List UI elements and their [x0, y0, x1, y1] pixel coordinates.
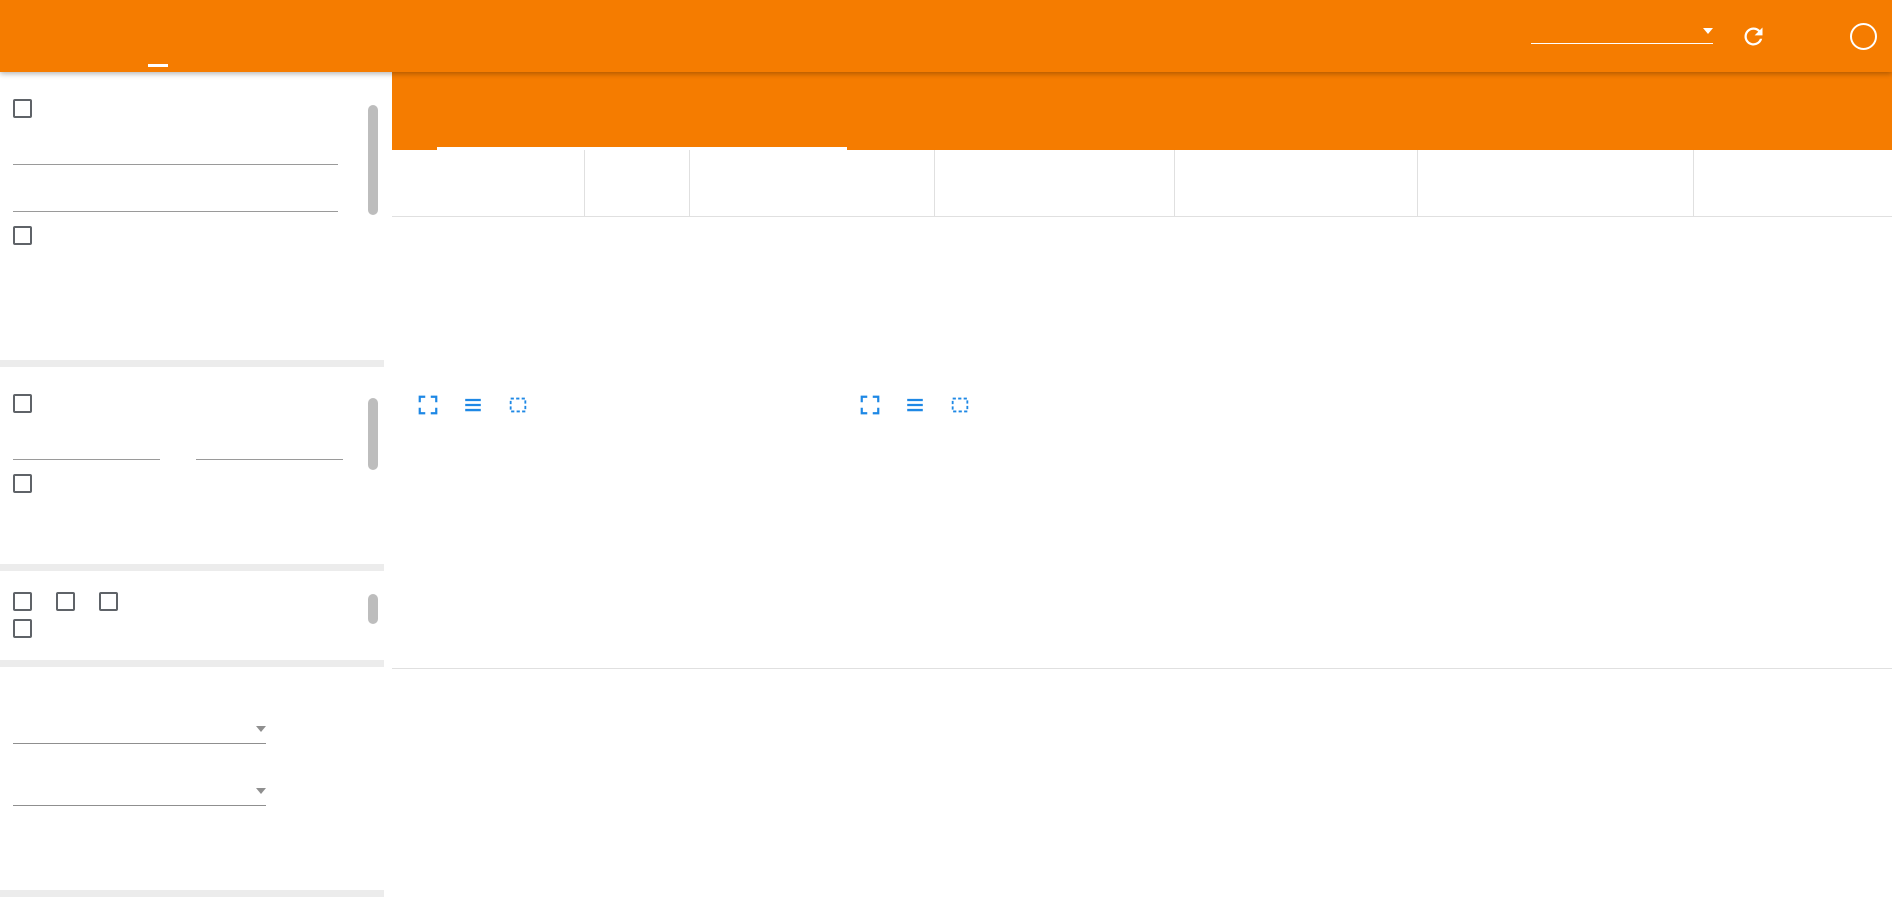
metrics-scrollbar[interactable] — [365, 370, 381, 561]
column-header-show-metrics[interactable] — [584, 150, 689, 216]
batch-size-checkbox[interactable] — [13, 99, 32, 118]
hyperparameters-panel — [0, 72, 384, 360]
time-total-chart — [842, 229, 1278, 417]
column-header-address[interactable] — [1417, 150, 1693, 216]
status-failure[interactable] — [99, 592, 127, 611]
training-iteration-max-input[interactable] — [196, 428, 343, 460]
horizontal-lines-icon[interactable] — [461, 393, 485, 417]
batch-size-max-input[interactable] — [13, 180, 338, 212]
batch-size-min-input[interactable] — [13, 133, 338, 165]
tab-parallel-coordinates-view[interactable] — [892, 72, 1392, 150]
time-total-line-chart — [842, 233, 1142, 383]
hyperparameters-scrollbar[interactable] — [365, 75, 381, 357]
scroll-up-arrow-icon[interactable] — [365, 370, 381, 383]
hparam-row-batch-size[interactable] — [13, 99, 368, 118]
failure-checkbox[interactable] — [99, 592, 118, 611]
paging-panel — [0, 897, 384, 911]
tab-hparams[interactable] — [138, 0, 178, 72]
metrics-panel — [0, 367, 384, 564]
scroll-down-arrow-icon[interactable] — [365, 548, 381, 561]
reward-metric-chart — [400, 229, 836, 417]
table-header — [392, 150, 1892, 217]
success-checkbox[interactable] — [56, 592, 75, 611]
scrollbar-thumb[interactable] — [368, 105, 378, 215]
scroll-up-arrow-icon[interactable] — [365, 900, 381, 911]
tab-scatter-plot-matrix-view[interactable] — [1392, 72, 1892, 150]
dropout-1-checkbox[interactable] — [13, 226, 32, 245]
tab-scalars[interactable] — [98, 0, 138, 72]
status-success[interactable] — [56, 592, 84, 611]
column-header-selected-features[interactable] — [1174, 150, 1417, 216]
column-header-reward-metric[interactable] — [1693, 150, 1892, 216]
status-scrollbar[interactable] — [365, 574, 381, 657]
expand-icon[interactable] — [858, 393, 882, 417]
hparam-row-dropout-1[interactable] — [13, 226, 368, 245]
chevron-down-icon — [256, 788, 266, 794]
min-max-fields — [13, 493, 368, 508]
reward-metric-checkbox[interactable] — [13, 474, 32, 493]
column-header-past-seq-len[interactable] — [934, 150, 1174, 216]
paging-scrollbar[interactable] — [365, 900, 381, 908]
sidebar — [0, 72, 384, 911]
expand-icon[interactable] — [416, 393, 440, 417]
chart-controls — [858, 393, 1278, 417]
scroll-up-arrow-icon[interactable] — [365, 75, 381, 88]
scroll-down-arrow-icon[interactable] — [365, 644, 381, 657]
topbar-actions — [1531, 21, 1878, 51]
fit-domain-icon[interactable] — [948, 393, 972, 417]
training-iteration-checkbox[interactable] — [13, 394, 32, 413]
reward-metric-line-chart — [400, 233, 700, 383]
scroll-up-arrow-icon[interactable] — [365, 574, 381, 587]
running-checkbox[interactable] — [13, 619, 32, 638]
main-content — [392, 72, 1892, 911]
sort-by-select[interactable] — [13, 726, 266, 744]
view-tabs — [392, 72, 1892, 150]
help-icon[interactable] — [1848, 21, 1878, 51]
chevron-down-icon — [1703, 28, 1713, 34]
status-row — [13, 611, 368, 638]
scroll-down-arrow-icon[interactable] — [365, 344, 381, 357]
horizontal-lines-icon[interactable] — [903, 393, 927, 417]
direction-select[interactable] — [13, 788, 266, 806]
status-unknown[interactable] — [13, 592, 41, 611]
tab-table-view[interactable] — [392, 72, 892, 150]
column-header-trial-id[interactable] — [392, 150, 584, 216]
metric-row-reward-metric[interactable] — [13, 474, 368, 493]
topbar — [0, 0, 1892, 72]
unknown-checkbox[interactable] — [13, 592, 32, 611]
refresh-icon[interactable] — [1738, 21, 1768, 51]
scrollbar-thumb[interactable] — [368, 594, 378, 624]
settings-icon[interactable] — [1793, 21, 1823, 51]
min-max-fields — [13, 413, 368, 460]
training-iteration-min-input[interactable] — [13, 428, 160, 460]
session-metrics-panel — [392, 217, 1892, 669]
scrollbar-thumb[interactable] — [368, 398, 378, 470]
top-nav-tabs — [98, 0, 178, 72]
run-status-selector[interactable] — [1531, 28, 1713, 44]
status-running[interactable] — [13, 619, 41, 638]
status-row — [13, 584, 368, 611]
chart-controls — [416, 393, 836, 417]
content — [0, 72, 1892, 911]
metric-row-training-iteration[interactable] — [13, 394, 368, 413]
fit-domain-icon[interactable] — [506, 393, 530, 417]
status-panel — [0, 571, 384, 660]
sorting-panel — [0, 667, 384, 890]
column-header-lr[interactable] — [689, 150, 934, 216]
chevron-down-icon — [256, 726, 266, 732]
